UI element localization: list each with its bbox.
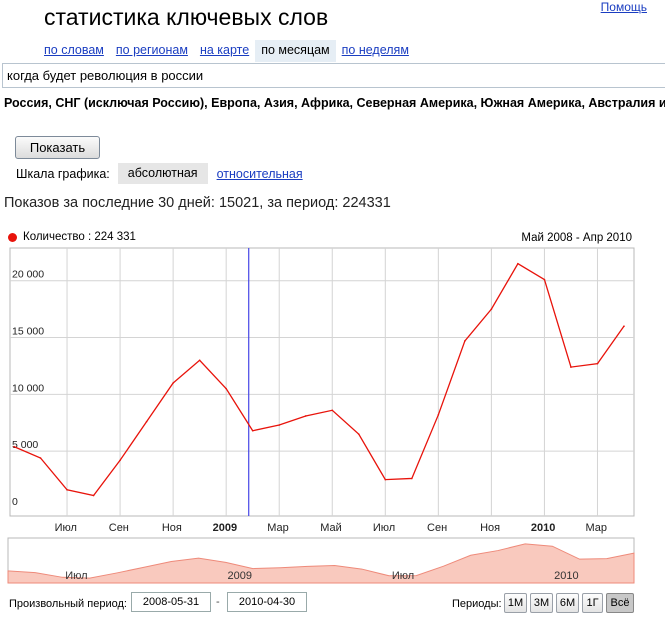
scale-label: Шкала графика: — [16, 166, 110, 181]
period-controls: Произвольный период: - Периоды: 1М 3М 6М… — [0, 592, 665, 616]
period-all-button[interactable]: Всё — [606, 593, 634, 613]
navigator-label: 2010 — [554, 570, 578, 582]
scale-absolute-option[interactable]: абсолютная — [117, 163, 208, 184]
data-point — [596, 362, 599, 365]
navigator-label: Июл — [65, 570, 87, 582]
data-point — [172, 382, 174, 384]
data-point — [39, 457, 42, 459]
period-1m-button[interactable]: 1М — [504, 593, 527, 613]
x-tick-label: Ноя — [480, 522, 500, 534]
series-line — [13, 262, 625, 497]
x-tick-label: Сен — [109, 522, 129, 534]
data-point — [384, 478, 387, 481]
line-chart[interactable]: 0 5 000 10 000 15 000 20 000 Июл Сен Ноя 2009 Мар… — [0, 0, 665, 592]
data-point — [278, 424, 281, 426]
impressions-summary: Показов за последние 30 дней: 15021, за … — [4, 195, 391, 211]
x-tick-label: Май — [320, 522, 342, 534]
data-point — [251, 429, 254, 432]
y-tick-label: 0 — [12, 496, 18, 508]
data-point — [13, 445, 15, 448]
date-from-input[interactable] — [131, 592, 211, 612]
data-point — [225, 387, 227, 390]
date-to-input[interactable] — [227, 592, 307, 612]
data-point — [304, 415, 307, 417]
data-point — [623, 325, 625, 327]
tab-by-words[interactable]: по словам — [44, 43, 104, 57]
x-tick-label: Июл — [373, 522, 395, 534]
x-tick-label: 2010 — [531, 522, 555, 534]
navigator-area — [7, 543, 635, 584]
data-point — [331, 409, 334, 412]
custom-period-label: Произвольный период: — [9, 598, 127, 610]
x-tick-label: Мар — [267, 522, 289, 534]
x-tick-label: Ноя — [162, 522, 182, 534]
scale-relative-link[interactable]: относительная — [216, 166, 303, 181]
data-point — [411, 477, 413, 480]
scale-selector: Шкала графика: абсолютная относительная — [16, 163, 303, 184]
chart-range-label: Май 2008 - Апр 2010 — [521, 232, 632, 244]
legend-dot-icon — [8, 232, 17, 242]
y-tick-label: 15 000 — [12, 326, 44, 338]
view-tabs: по словам по регионам на карте по месяца… — [38, 40, 415, 62]
date-separator: - — [216, 596, 220, 608]
data-point — [517, 262, 519, 265]
data-point — [145, 420, 148, 423]
legend-label: Количество : 224 331 — [23, 231, 136, 243]
tab-by-weeks[interactable]: по неделям — [341, 43, 409, 57]
periods-label: Периоды: — [452, 598, 502, 610]
page-title: статистика ключевых слов — [44, 4, 329, 30]
x-tick-label: Мар — [585, 522, 607, 534]
data-point — [119, 459, 121, 462]
tab-by-months[interactable]: по месяцам — [255, 40, 336, 62]
data-point — [437, 414, 440, 416]
chart-legend: Количество : 224 331 — [8, 231, 136, 243]
period-1y-button[interactable]: 1Г — [582, 593, 603, 613]
data-point — [357, 433, 360, 435]
y-tick-label: 20 000 — [12, 269, 44, 281]
query-input[interactable] — [2, 63, 665, 88]
data-point — [570, 366, 572, 368]
tab-on-map[interactable]: на карте — [199, 43, 250, 57]
data-point — [464, 340, 466, 342]
data-point — [490, 308, 493, 310]
x-tick-label: Июл — [55, 522, 77, 534]
navigator-label: 2009 — [227, 570, 251, 582]
data-point — [92, 494, 95, 497]
navigator-label: Июл — [392, 570, 414, 582]
plot-frame — [9, 247, 635, 517]
period-6m-button[interactable]: 6М — [556, 593, 579, 613]
tab-by-regions[interactable]: по регионам — [115, 43, 188, 57]
help-link[interactable]: Помощь — [600, 0, 647, 14]
data-point — [66, 489, 68, 491]
y-tick-label: 10 000 — [12, 382, 44, 394]
data-point — [198, 359, 201, 362]
regions-list: Россия, СНГ (исключая Россию), Европа, А… — [4, 96, 665, 110]
x-tick-label: Сен — [427, 522, 447, 534]
x-tick-label: 2009 — [213, 522, 237, 534]
period-3m-button[interactable]: 3М — [530, 593, 553, 613]
y-tick-label: 5 000 — [12, 439, 38, 451]
data-point — [543, 278, 546, 281]
show-button[interactable]: Показать — [15, 136, 100, 159]
